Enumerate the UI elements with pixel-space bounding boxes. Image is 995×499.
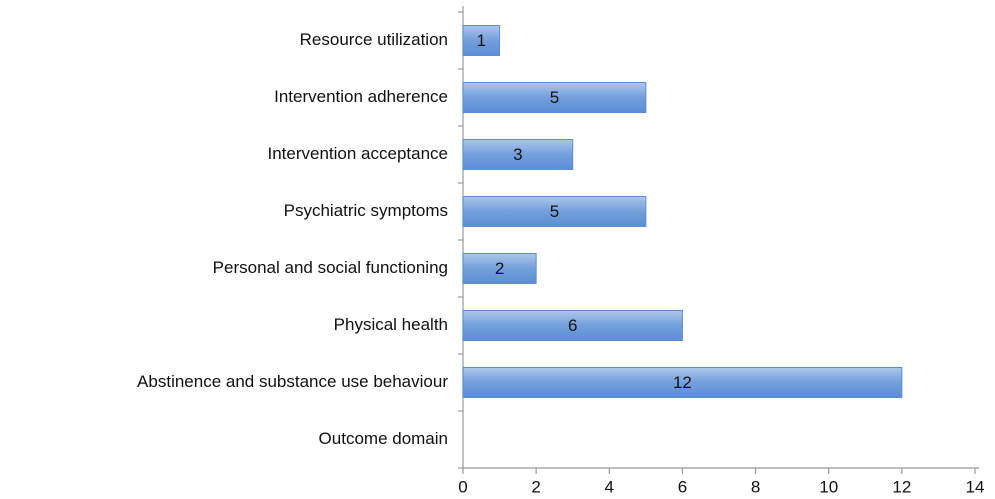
bar <box>462 25 501 56</box>
x-tick-label: 12 <box>892 477 911 496</box>
x-tick-label: 4 <box>605 477 614 496</box>
y-tick-label: Psychiatric symptoms <box>284 201 448 220</box>
x-tick-label: 2 <box>531 477 540 496</box>
y-tick-label: Outcome domain <box>319 429 448 448</box>
data-label: 3 <box>513 145 522 164</box>
bar <box>462 196 647 227</box>
x-tick-label: 8 <box>751 477 760 496</box>
bar <box>462 139 574 170</box>
y-tick-label: Intervention adherence <box>274 87 448 106</box>
data-label: 12 <box>673 373 692 392</box>
x-tick-label: 6 <box>678 477 687 496</box>
y-tick-label: Abstinence and substance use behaviour <box>137 372 448 391</box>
y-tick-label: Resource utilization <box>300 30 448 49</box>
y-tick-label: Personal and social functioning <box>213 258 448 277</box>
x-tick-label: 14 <box>966 477 985 496</box>
x-tick-label: 10 <box>819 477 838 496</box>
data-label: 5 <box>550 202 559 221</box>
y-tick-label: Intervention acceptance <box>267 144 448 163</box>
bar <box>462 82 647 113</box>
data-label: 5 <box>550 88 559 107</box>
data-label: 2 <box>495 259 504 278</box>
bar <box>462 253 537 284</box>
bar <box>462 367 903 398</box>
data-label: 6 <box>568 316 577 335</box>
bar <box>462 310 683 341</box>
y-tick-label: Physical health <box>334 315 448 334</box>
x-tick-label: 0 <box>458 477 467 496</box>
data-label: 1 <box>477 31 486 50</box>
